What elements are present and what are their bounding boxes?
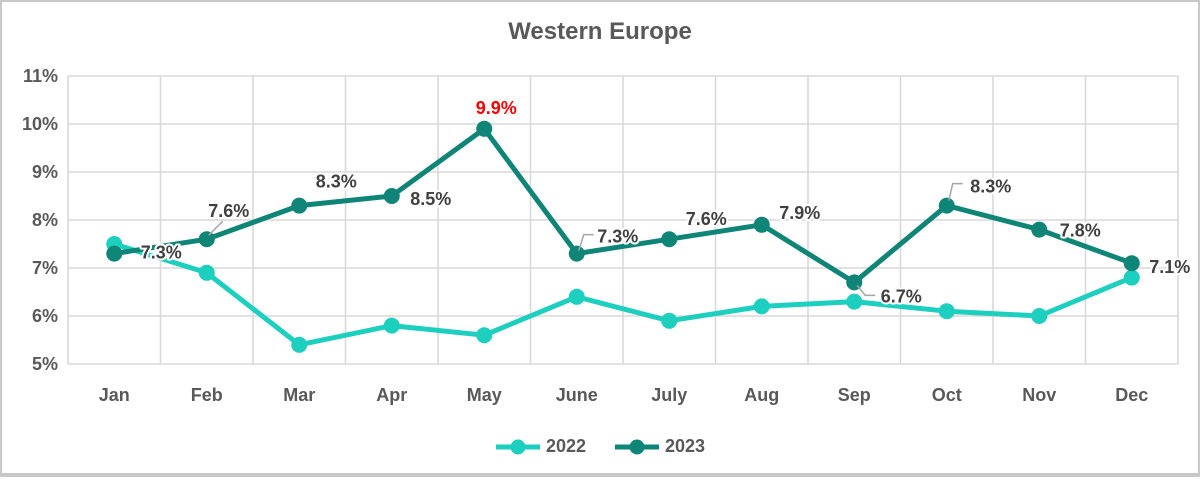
legend-item-2023[interactable]: 2023 — [614, 436, 705, 457]
x-axis-label-June: June — [556, 385, 598, 405]
data-label-2023-Jan: 7.3% — [141, 243, 182, 263]
data-label-leader-June — [578, 233, 594, 251]
series-2023-point-Dec — [1123, 255, 1140, 272]
series-2022-point-Mar — [291, 336, 308, 353]
data-label-leader-Sep — [856, 284, 876, 297]
data-label-leader-Oct — [948, 182, 963, 201]
x-axis-label-Nov: Nov — [1022, 385, 1056, 405]
data-label-leader-Feb — [208, 220, 224, 236]
x-axis-label-Aug: Aug — [744, 385, 779, 405]
x-axis-label-May: May — [467, 385, 502, 405]
series-2023-point-Aug — [753, 216, 770, 233]
data-label-2023-Oct: 8.3% — [970, 177, 1011, 197]
data-label-2023-July: 7.6% — [686, 209, 727, 229]
series-2023-point-Oct — [938, 197, 955, 214]
series-2023-point-Apr — [383, 188, 400, 204]
series-2023-point-July — [661, 231, 678, 248]
y-axis-tick-8: 8% — [32, 210, 58, 230]
legend-item-2022[interactable]: 2022 — [495, 436, 586, 457]
y-axis-tick-7: 7% — [32, 258, 58, 278]
series-2022-point-Sep — [846, 293, 863, 310]
series-2022-point-Apr — [383, 317, 400, 334]
data-label-2023-Sep: 6.7% — [881, 286, 922, 306]
x-axis-label-Oct: Oct — [932, 385, 962, 405]
series-2022-point-Feb — [198, 264, 215, 281]
data-label-2023-Mar: 8.3% — [316, 172, 357, 192]
y-axis-tick-10: 10% — [22, 114, 58, 134]
data-label-2023-Feb: 7.6% — [208, 201, 249, 221]
series-2023-point-May — [476, 120, 493, 137]
y-axis-tick-9: 9% — [32, 162, 58, 182]
legend-label-2023: 2023 — [665, 436, 706, 456]
series-2023-line — [111, 126, 1135, 285]
y-axis-tick-11: 11% — [23, 66, 58, 86]
x-axis-label-Mar: Mar — [283, 385, 315, 405]
legend-marker-2023 — [615, 439, 659, 454]
data-label-2023-Nov: 7.8% — [1060, 221, 1101, 241]
chart-legend: 2022 2023 — [0, 436, 1200, 457]
series-2023-point-June — [568, 245, 585, 262]
data-label-2023-Aug: 7.9% — [779, 203, 820, 223]
series-2022-point-Nov — [1031, 308, 1048, 324]
x-axis-label-Dec: Dec — [1115, 385, 1148, 405]
x-axis-label-Jan: Jan — [99, 385, 130, 405]
data-label-2023-Apr: 8.5% — [410, 189, 451, 209]
series-2023-point-Mar — [291, 197, 308, 214]
legend-marker-2022 — [495, 439, 540, 454]
y-axis-tick-6: 6% — [32, 306, 58, 326]
series-2023-point-Jan — [106, 245, 123, 262]
x-axis-label-July: July — [651, 385, 687, 405]
data-label-2023-Dec: 7.1% — [1149, 257, 1190, 277]
series-2023-point-Nov — [1031, 221, 1048, 238]
chart-title: Western Europe — [508, 18, 692, 45]
data-label-2023-May: 9.9% — [476, 98, 517, 118]
series-2022-point-July — [661, 312, 678, 329]
x-axis-label-Sep: Sep — [838, 385, 871, 405]
data-label-2023-June: 7.3% — [597, 227, 638, 247]
x-axis-label-Apr: Apr — [376, 385, 407, 405]
series-2022-point-June — [568, 288, 585, 305]
y-axis-tick-5: 5% — [32, 354, 58, 374]
series-2022-point-Oct — [938, 303, 955, 320]
legend-label-2022: 2022 — [545, 436, 586, 456]
series-2022-point-May — [476, 327, 493, 344]
series-2022-point-Aug — [753, 298, 770, 315]
series-2022-line — [111, 241, 1135, 348]
x-axis-label-Feb: Feb — [191, 385, 223, 405]
series-2023-point-Feb — [198, 231, 215, 248]
series-2022-point-Dec — [1123, 269, 1140, 286]
